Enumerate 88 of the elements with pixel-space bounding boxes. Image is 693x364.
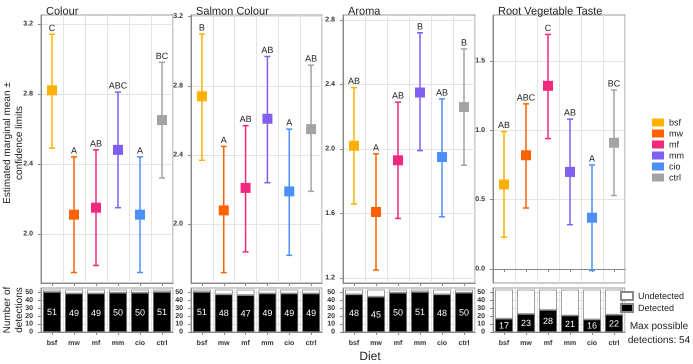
point — [69, 210, 79, 220]
data-label: 47 — [240, 308, 251, 319]
annotation: B — [416, 21, 424, 32]
data-label: 45 — [370, 309, 382, 320]
point — [543, 80, 553, 91]
annotation: A — [220, 134, 227, 145]
point — [609, 138, 619, 148]
data-label: 50 — [112, 307, 124, 318]
point — [393, 155, 403, 166]
data-label: 50 — [134, 307, 146, 318]
point — [371, 206, 381, 217]
point — [196, 91, 207, 102]
data-label: 17 — [498, 320, 510, 330]
data-label: 28 — [542, 316, 554, 326]
annotation: A — [70, 145, 78, 156]
chart-title: Colour — [46, 6, 79, 18]
point — [415, 87, 425, 98]
data-label: 51 — [196, 306, 207, 317]
chart-title: Salmon Colour — [196, 6, 270, 18]
data-label: 16 — [586, 320, 598, 331]
data-label: 49 — [306, 308, 316, 318]
point — [240, 182, 251, 193]
point — [284, 186, 294, 196]
point — [218, 205, 229, 216]
annotation: AB — [305, 54, 318, 64]
point — [262, 114, 272, 124]
data-label: 49 — [262, 308, 272, 318]
data-label: 51 — [46, 306, 58, 317]
annotation: A — [136, 145, 144, 156]
chart-title: Aroma — [348, 6, 382, 18]
annotation: AB — [392, 90, 404, 101]
annotation: A — [588, 153, 596, 164]
annotation: C — [544, 22, 552, 33]
point — [135, 210, 145, 220]
point — [459, 102, 469, 112]
legend-label: mf — [669, 140, 680, 150]
annotation: A — [372, 142, 380, 152]
point — [91, 202, 101, 213]
data-label: 49 — [68, 308, 80, 318]
point — [565, 166, 575, 177]
data-label: 49 — [284, 308, 294, 318]
data-label: 50 — [458, 307, 470, 318]
annotation: AB — [564, 108, 576, 118]
annotation: ABC — [108, 80, 128, 91]
y-axis-title: Estimated marginal mean ± confidence limits — [2, 82, 25, 204]
legend-label: bsf — [669, 118, 682, 128]
annotation: AB — [240, 114, 252, 124]
point — [47, 85, 57, 96]
data-label: 23 — [520, 318, 532, 328]
data-label: 51 — [414, 306, 426, 317]
annotation: BC — [608, 78, 621, 88]
data-label: 21 — [564, 318, 576, 329]
annotation: B — [460, 37, 468, 48]
legend-label: Undetected — [638, 291, 684, 301]
text: Max possible detections: 54 — [627, 320, 691, 348]
data-label: 49 — [90, 308, 102, 318]
x-axis-title: Diet — [358, 349, 382, 363]
annotation: AB — [498, 120, 510, 130]
legend-label: Detected — [638, 303, 674, 313]
y-axis-title: Number of detections — [2, 286, 25, 336]
point — [349, 140, 359, 151]
annotation: A — [286, 118, 292, 128]
annotation: ABC — [516, 92, 536, 102]
legend-label: cio — [669, 162, 681, 172]
point — [521, 150, 531, 160]
annotation: AB — [348, 76, 360, 86]
data-label: 48 — [218, 308, 229, 318]
legend-label: ctrl — [669, 172, 682, 182]
legend-label: mm — [669, 150, 684, 160]
annotation: AB — [261, 44, 274, 55]
data-label: 48 — [348, 308, 360, 318]
point — [587, 212, 597, 223]
data-label: 48 — [436, 308, 448, 318]
legend-label: mw — [669, 128, 684, 138]
chart-title: Root Vegetable Taste — [498, 6, 602, 18]
point — [437, 152, 447, 162]
annotation: C — [48, 22, 56, 33]
annotation: AB — [436, 87, 448, 98]
annotation: BC — [156, 50, 169, 61]
data-label: 22 — [608, 318, 620, 328]
point — [113, 144, 123, 155]
point — [499, 179, 509, 190]
annotation: B — [198, 22, 205, 33]
annotation: AB — [90, 138, 102, 148]
point — [157, 115, 167, 126]
data-label: 50 — [392, 307, 404, 318]
data-label: 51 — [156, 306, 168, 317]
point — [306, 124, 316, 134]
